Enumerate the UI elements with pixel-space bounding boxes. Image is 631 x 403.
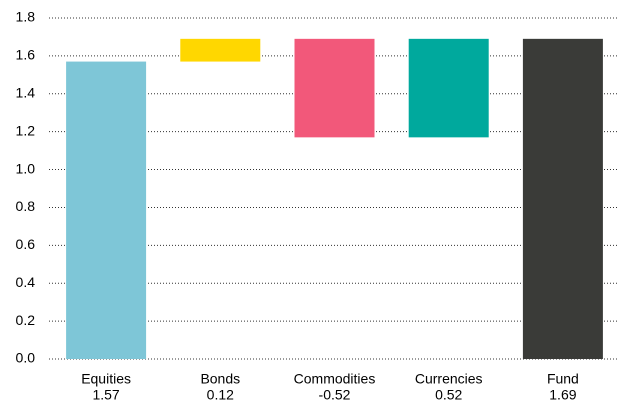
value-label: -0.52	[319, 387, 351, 403]
value-label: 1.69	[549, 387, 576, 403]
value-label: 1.57	[92, 387, 119, 403]
x-tick-label: Fund	[547, 371, 579, 387]
y-tick-label: 1.6	[16, 47, 36, 63]
y-tick-label: 0.4	[16, 274, 36, 290]
bar	[66, 61, 147, 359]
y-tick-label: 1.2	[16, 122, 36, 138]
y-tick-label: 0.8	[16, 198, 36, 214]
bar	[180, 38, 261, 62]
x-tick-label: Equities	[81, 371, 131, 387]
x-tick-label: Commodities	[294, 371, 376, 387]
y-tick-label: 0.0	[16, 350, 36, 366]
y-tick-label: 0.2	[16, 312, 36, 328]
bar	[408, 38, 489, 138]
x-tick-label: Currencies	[415, 371, 483, 387]
bar	[522, 38, 603, 359]
value-label: 0.12	[207, 387, 234, 403]
y-tick-label: 1.0	[16, 160, 36, 176]
y-tick-label: 1.4	[16, 84, 36, 100]
x-tick-label: Bonds	[200, 371, 240, 387]
value-label: 0.52	[435, 387, 462, 403]
y-tick-label: 0.6	[16, 236, 36, 252]
bar	[294, 38, 375, 138]
y-tick-label: 1.8	[16, 9, 36, 25]
